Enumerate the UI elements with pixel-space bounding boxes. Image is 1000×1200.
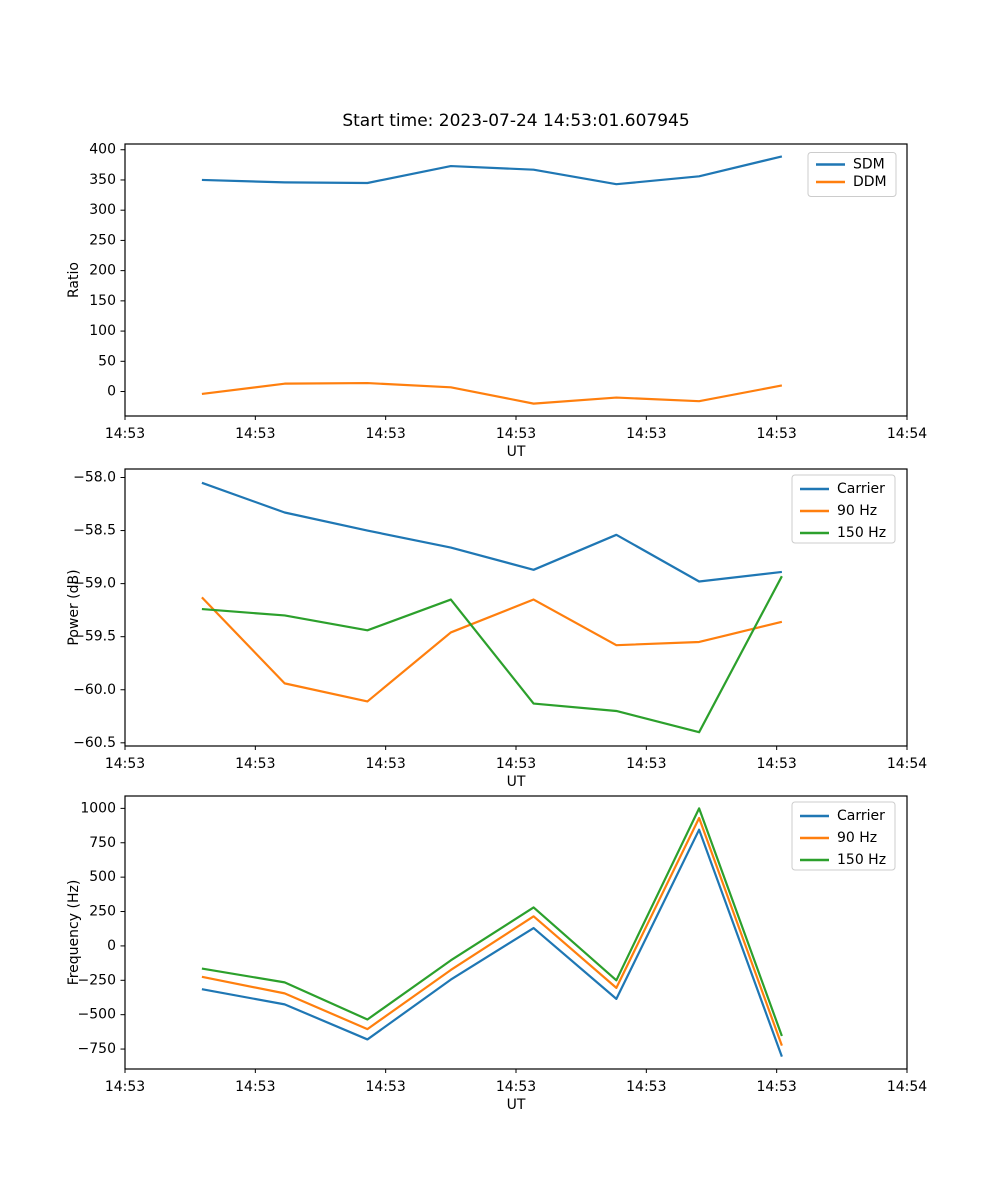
y-tick-label: 1000 <box>80 800 116 816</box>
x-tick-label: 14:54 <box>887 756 927 772</box>
x-tick-label: 14:54 <box>887 1079 927 1095</box>
y-tick-label: 350 <box>89 172 116 188</box>
y-tick-label: −59.0 <box>73 576 116 592</box>
x-tick-label: 14:53 <box>235 756 275 772</box>
x-tick-label: 14:53 <box>626 1079 666 1095</box>
legend: Carrier 90 Hz 150 Hz <box>791 474 896 544</box>
y-tick-label: −750 <box>78 1041 116 1057</box>
y-tick-label: −60.5 <box>73 735 116 751</box>
y-tick-label: 250 <box>89 232 116 248</box>
x-tick-label: 14:53 <box>496 1079 536 1095</box>
y-tick-label: 400 <box>89 142 116 158</box>
series-line-90-hz <box>201 816 783 1046</box>
y-axis-title: Power (dB) <box>66 569 82 645</box>
legend-label: 90 Hz <box>837 830 877 846</box>
legend-label: DDM <box>853 174 887 190</box>
y-tick-label: 100 <box>89 323 116 339</box>
chart-2: 14:53 14:53 14:53 14:53 14:53 14:53 14:54 1000 7… <box>66 795 927 1113</box>
y-axis-title: Frequency (Hz) <box>66 880 82 986</box>
y-tick-label: 750 <box>89 835 116 851</box>
series-line-90-hz <box>201 596 783 703</box>
x-tick-label: 14:53 <box>756 756 796 772</box>
legend-box <box>791 474 896 544</box>
x-axis-title: UT <box>507 1097 526 1113</box>
y-tick-label: 0 <box>107 938 116 954</box>
x-tick-label: 14:53 <box>105 756 145 772</box>
y-tick-label: −250 <box>78 972 116 988</box>
series-line-sdm <box>201 155 783 186</box>
series-line-carrier <box>201 481 783 583</box>
chart-0: 14:53 14:53 14:53 14:53 14:53 14:53 14:54 0 50 10… <box>66 142 927 460</box>
x-tick-label: 14:53 <box>626 426 666 442</box>
x-tick-label: 14:53 <box>105 1079 145 1095</box>
plot-frame <box>124 795 908 1070</box>
x-tick-label: 14:53 <box>756 1079 796 1095</box>
series-line-150-hz <box>201 575 783 734</box>
legend-label: Carrier <box>837 808 885 824</box>
y-tick-label: 50 <box>98 353 116 369</box>
legend: Carrier 90 Hz 150 Hz <box>791 801 896 871</box>
y-tick-label: −60.0 <box>73 682 116 698</box>
x-tick-label: 14:53 <box>365 756 405 772</box>
y-tick-label: 250 <box>89 904 116 920</box>
y-tick-label: 500 <box>89 869 116 885</box>
x-tick-label: 14:53 <box>496 426 536 442</box>
legend-label: 150 Hz <box>837 525 886 541</box>
y-tick-label: 200 <box>89 263 116 279</box>
legend-label: Carrier <box>837 481 885 497</box>
legend-label: 90 Hz <box>837 503 877 519</box>
x-tick-label: 14:53 <box>365 1079 405 1095</box>
y-tick-label: −59.5 <box>73 629 116 645</box>
chart-1: 14:53 14:53 14:53 14:53 14:53 14:53 14:54 −58.0… <box>66 468 927 790</box>
figure-title: Start time: 2023-07-24 14:53:01.607945 <box>342 111 690 131</box>
y-tick-label: 300 <box>89 202 116 218</box>
x-tick-label: 14:53 <box>235 426 275 442</box>
series-line-ddm <box>201 381 783 405</box>
y-tick-label: 0 <box>107 384 116 400</box>
y-axis-title: Ratio <box>66 262 82 298</box>
y-tick-label: −58.0 <box>73 469 116 485</box>
plot-frame <box>124 143 908 417</box>
x-tick-label: 14:53 <box>626 756 666 772</box>
legend-label: 150 Hz <box>837 852 886 868</box>
x-tick-label: 14:54 <box>887 426 927 442</box>
y-tick-label: −500 <box>78 1007 116 1023</box>
x-tick-label: 14:53 <box>496 756 536 772</box>
series-line-carrier <box>201 828 783 1057</box>
x-tick-label: 14:53 <box>365 426 405 442</box>
y-tick-label: −58.5 <box>73 523 116 539</box>
plot-frame <box>124 468 908 747</box>
x-axis-title: UT <box>507 444 526 460</box>
legend-box <box>791 801 896 871</box>
y-tick-label: 150 <box>89 293 116 309</box>
x-tick-label: 14:53 <box>756 426 796 442</box>
series-line-150-hz <box>201 807 783 1037</box>
x-tick-label: 14:53 <box>235 1079 275 1095</box>
legend-label: SDM <box>853 157 885 173</box>
x-tick-label: 14:53 <box>105 426 145 442</box>
x-axis-title: UT <box>507 774 526 790</box>
